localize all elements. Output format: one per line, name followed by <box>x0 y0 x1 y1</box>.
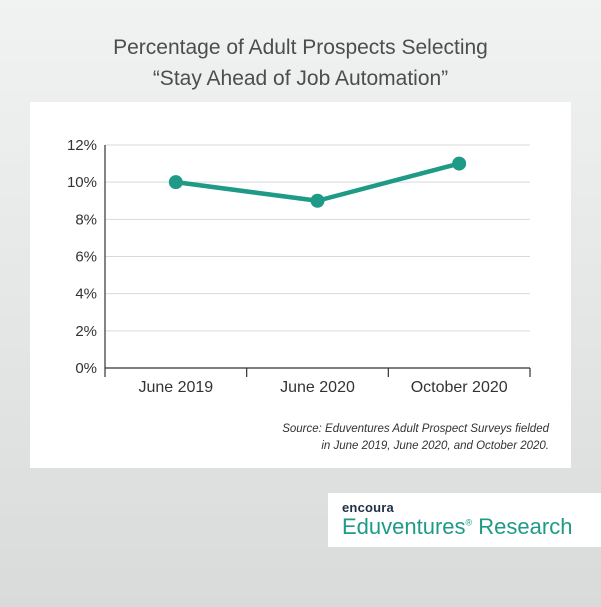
x-tick-label: October 2020 <box>411 379 508 396</box>
chart-title-line-1: Percentage of Adult Prospects Selecting <box>113 36 488 59</box>
x-tick-label: June 2020 <box>280 379 355 396</box>
data-point <box>168 175 183 190</box>
y-tick-label: 10% <box>67 174 97 191</box>
line-chart: 0% 2% 4% 6% 8% 10% 12% June 2019 June 2020 Octobe… <box>67 137 531 396</box>
data-point <box>452 156 467 171</box>
chart-title: Percentage of Adult Prospects Selecting … <box>0 32 601 94</box>
source-line-1: Source: Eduventures Adult Prospect Surve… <box>282 423 549 435</box>
y-tick-label: 12% <box>67 137 97 154</box>
brand-suffix: Research <box>472 514 573 539</box>
y-tick-label: 4% <box>75 286 97 303</box>
y-tick-label: 0% <box>75 360 97 377</box>
source-note: Source: Eduventures Adult Prospect Surve… <box>282 421 549 455</box>
encoura-wordmark: encoura <box>342 500 394 515</box>
eduventures-research-wordmark: Eduventures® Research <box>342 514 572 540</box>
y-tick-label: 6% <box>75 249 97 266</box>
chart-card: 0% 2% 4% 6% 8% 10% 12% June 2019 June 2020 Octobe… <box>30 102 571 468</box>
source-line-2: in June 2019, June 2020, and October 202… <box>321 440 549 452</box>
data-point <box>310 193 325 208</box>
brand-logo: encoura Eduventures® Research <box>328 493 601 547</box>
x-tick-label: June 2019 <box>138 379 213 396</box>
brand-name: Eduventures <box>342 514 466 539</box>
chart-title-line-2: “Stay Ahead of Job Automation” <box>152 67 449 90</box>
registered-mark: ® <box>465 517 473 528</box>
y-tick-label: 8% <box>75 211 97 228</box>
y-tick-label: 2% <box>75 323 97 340</box>
